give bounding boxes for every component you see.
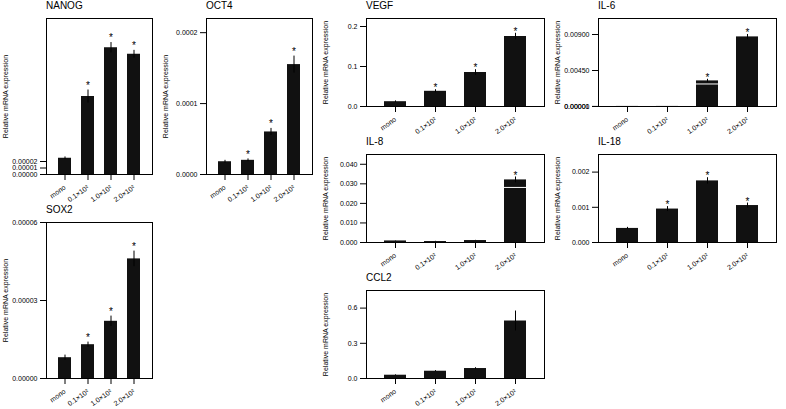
html-text:SOX2: SOX2 bbox=[46, 204, 73, 215]
svg-text:*: * bbox=[514, 26, 518, 37]
svg-text:0.00003: 0.00003 bbox=[12, 297, 37, 304]
svg-text:0.010: 0.010 bbox=[340, 219, 358, 226]
svg-text:Relative mRNA expression: Relative mRNA expression bbox=[554, 157, 562, 240]
svg-text:*: * bbox=[132, 40, 136, 51]
svg-text:mono: mono bbox=[611, 116, 629, 132]
svg-text:0.00000: 0.00000 bbox=[12, 375, 37, 382]
svg-text:1.0×10²: 1.0×10² bbox=[454, 387, 478, 407]
svg-text:*: * bbox=[434, 82, 438, 93]
svg-text:0.1×10²: 0.1×10² bbox=[646, 115, 670, 135]
svg-text:1.0×10²: 1.0×10² bbox=[454, 251, 478, 271]
svg-text:*: * bbox=[746, 196, 750, 207]
svg-text:Relative mRNA expression: Relative mRNA expression bbox=[162, 55, 170, 138]
svg-text:2.0×10²: 2.0×10² bbox=[494, 251, 518, 271]
svg-text:*: * bbox=[269, 118, 273, 129]
svg-text:*: * bbox=[109, 306, 113, 317]
svg-text:0.000: 0.000 bbox=[340, 239, 358, 246]
html-text:OCT4: OCT4 bbox=[206, 0, 233, 11]
svg-text:1.0×10²: 1.0×10² bbox=[89, 183, 113, 203]
svg-text:Relative mRNA expression: Relative mRNA expression bbox=[322, 21, 330, 104]
svg-text:2.0×10²: 2.0×10² bbox=[112, 183, 136, 203]
svg-text:0.00000: 0.00000 bbox=[12, 171, 37, 178]
svg-text:*: * bbox=[474, 62, 478, 73]
svg-text:0.0000: 0.0000 bbox=[176, 171, 198, 178]
svg-text:0.002: 0.002 bbox=[572, 168, 590, 175]
svg-text:*: * bbox=[706, 170, 710, 181]
svg-text:2.0×10²: 2.0×10² bbox=[494, 387, 518, 407]
svg-text:0.030: 0.030 bbox=[340, 180, 358, 187]
html-text:IL-6: IL-6 bbox=[598, 0, 616, 11]
svg-text:0.1: 0.1 bbox=[348, 63, 358, 70]
html-text:VEGF: VEGF bbox=[366, 0, 394, 11]
svg-text:Relative mRNA expression: Relative mRNA expression bbox=[554, 21, 562, 104]
svg-text:0.1×10²: 0.1×10² bbox=[646, 251, 670, 271]
svg-text:0.00001: 0.00001 bbox=[12, 164, 37, 171]
svg-text:0.040: 0.040 bbox=[340, 161, 358, 168]
svg-text:*: * bbox=[746, 27, 750, 38]
svg-text:0.0001: 0.0001 bbox=[176, 100, 198, 107]
svg-text:2.0×10²: 2.0×10² bbox=[272, 183, 296, 203]
svg-text:0.00900: 0.00900 bbox=[564, 31, 589, 38]
svg-text:Relative mRNA expression: Relative mRNA expression bbox=[2, 259, 10, 342]
svg-text:*: * bbox=[109, 32, 113, 43]
svg-text:mono: mono bbox=[379, 116, 397, 132]
svg-text:1.0×10²: 1.0×10² bbox=[686, 251, 710, 271]
svg-text:0.00006: 0.00006 bbox=[12, 219, 37, 226]
svg-text:0.00000: 0.00000 bbox=[564, 103, 589, 110]
svg-text:0.6: 0.6 bbox=[348, 304, 358, 311]
svg-text:0.0: 0.0 bbox=[348, 375, 358, 382]
svg-text:0.1×10²: 0.1×10² bbox=[226, 183, 250, 203]
svg-text:0.001: 0.001 bbox=[572, 204, 590, 211]
svg-text:*: * bbox=[86, 80, 90, 91]
svg-text:0.3: 0.3 bbox=[348, 340, 358, 347]
svg-text:mono: mono bbox=[379, 252, 397, 268]
svg-text:0.1×10²: 0.1×10² bbox=[414, 251, 438, 271]
svg-text:1.0×10²: 1.0×10² bbox=[686, 115, 710, 135]
svg-text:*: * bbox=[86, 332, 90, 343]
svg-text:1.0×10²: 1.0×10² bbox=[249, 183, 273, 203]
svg-text:mono: mono bbox=[611, 252, 629, 268]
svg-text:0.00001: 0.00001 bbox=[564, 103, 589, 110]
svg-text:mono: mono bbox=[48, 184, 66, 200]
svg-text:Relative mRNA expression: Relative mRNA expression bbox=[322, 157, 330, 240]
svg-text:*: * bbox=[246, 149, 250, 160]
svg-text:0.00450: 0.00450 bbox=[564, 67, 589, 74]
svg-text:1.0×10²: 1.0×10² bbox=[454, 115, 478, 135]
svg-text:*: * bbox=[292, 46, 296, 57]
html-text:IL-18: IL-18 bbox=[598, 136, 621, 147]
svg-text:0.0002: 0.0002 bbox=[176, 29, 198, 36]
svg-text:0.2: 0.2 bbox=[348, 23, 358, 30]
svg-text:0.020: 0.020 bbox=[340, 200, 358, 207]
svg-text:0.00002: 0.00002 bbox=[12, 158, 37, 165]
svg-text:*: * bbox=[514, 170, 518, 181]
svg-text:1.0×10²: 1.0×10² bbox=[89, 387, 113, 407]
svg-text:Relative mRNA expression: Relative mRNA expression bbox=[322, 293, 330, 376]
svg-text:2.0×10²: 2.0×10² bbox=[112, 387, 136, 407]
svg-text:mono: mono bbox=[48, 388, 66, 404]
svg-text:0.1×10²: 0.1×10² bbox=[66, 387, 90, 407]
svg-text:0.1×10²: 0.1×10² bbox=[414, 387, 438, 407]
html-text:IL-8: IL-8 bbox=[366, 136, 384, 147]
html-text:NANOG: NANOG bbox=[46, 0, 83, 11]
svg-text:2.0×10²: 2.0×10² bbox=[726, 251, 750, 271]
svg-text:2.0×10²: 2.0×10² bbox=[494, 115, 518, 135]
svg-text:0.1×10²: 0.1×10² bbox=[414, 115, 438, 135]
svg-text:*: * bbox=[666, 199, 670, 210]
svg-text:0.000: 0.000 bbox=[572, 239, 590, 246]
html-text:CCL2: CCL2 bbox=[366, 272, 392, 283]
svg-text:mono: mono bbox=[379, 388, 397, 404]
svg-text:mono: mono bbox=[208, 184, 226, 200]
svg-text:2.0×10²: 2.0×10² bbox=[726, 115, 750, 135]
svg-text:0.1×10²: 0.1×10² bbox=[66, 183, 90, 203]
svg-text:*: * bbox=[132, 241, 136, 252]
svg-text:*: * bbox=[706, 72, 710, 83]
svg-text:0.0: 0.0 bbox=[348, 103, 358, 110]
svg-text:Relative mRNA expression: Relative mRNA expression bbox=[2, 55, 10, 138]
